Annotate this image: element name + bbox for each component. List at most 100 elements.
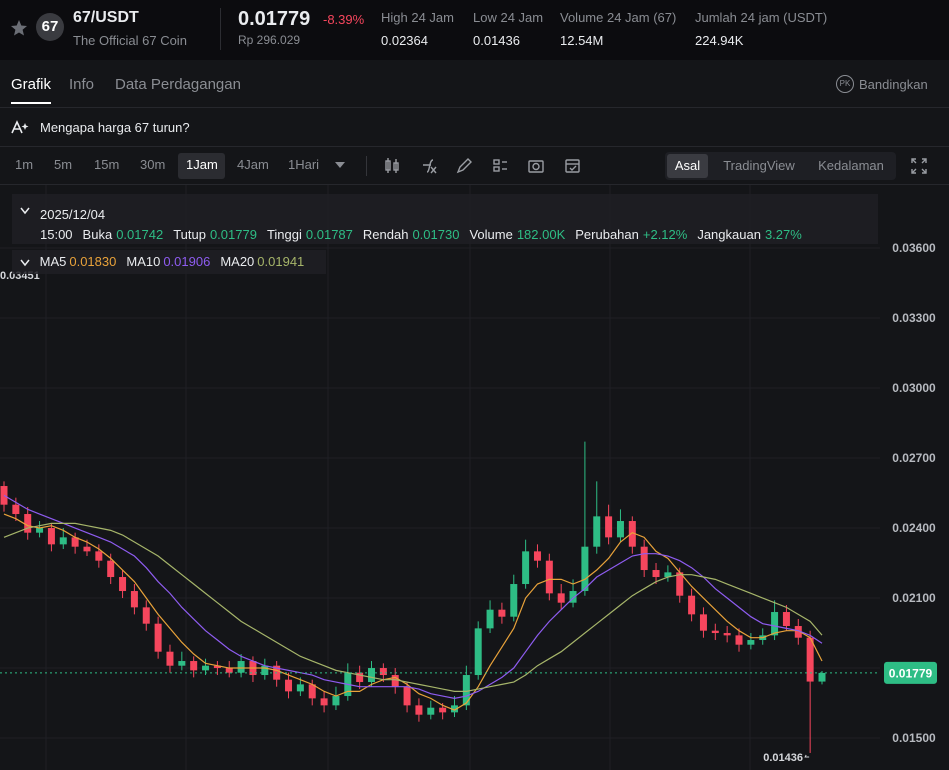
- fullscreen[interactable]: [911, 158, 927, 174]
- interval[interactable]: 15m: [94, 157, 120, 172]
- candle-body: [498, 609, 506, 617]
- ma-value: 0.01906: [163, 254, 211, 269]
- candle-body: [225, 668, 233, 673]
- field-value: +2.12%: [642, 227, 688, 242]
- candle-body: [569, 591, 577, 603]
- candle-body: [142, 607, 150, 624]
- candle-body: [486, 609, 494, 629]
- candle-body: [794, 626, 802, 638]
- interval[interactable]: 1m: [15, 157, 34, 172]
- coin-name: The Official 67 Coin: [73, 33, 187, 48]
- candle-body: [818, 672, 826, 682]
- y-tick-label: 0.03600: [892, 241, 936, 255]
- price-idr: Rp 296.029: [238, 33, 301, 47]
- interval[interactable]: 4Jam: [237, 157, 269, 172]
- candle-body: [439, 707, 447, 713]
- ma-legend: MA5 0.01830 MA10 0.01906 MA20 0.01941: [12, 250, 327, 274]
- field-value: 0.01742: [116, 227, 164, 242]
- interval[interactable]: 30m: [140, 157, 166, 172]
- candle-body: [261, 665, 269, 676]
- ma-name: MA20: [220, 254, 255, 269]
- interval[interactable]: 5m: [54, 157, 73, 172]
- candle-body: [12, 504, 20, 515]
- collapse[interactable]: [20, 259, 30, 267]
- active-interval-bg: [178, 153, 225, 179]
- field-label: Rendah: [362, 227, 409, 242]
- candle-body: [605, 516, 613, 538]
- ma-value: 0.01941: [257, 254, 305, 269]
- candle-body: [107, 560, 115, 578]
- candle-body: [320, 698, 328, 706]
- candle-body: [130, 591, 138, 608]
- view[interactable]: Asal: [674, 158, 701, 173]
- candle-body: [403, 686, 411, 706]
- candle-body: [450, 705, 458, 713]
- view[interactable]: Kedalaman: [818, 158, 884, 173]
- candle-time: 2025/12/04 15:00: [40, 207, 106, 242]
- candle-body: [415, 705, 423, 715]
- ohlc-values: 2025/12/04 15:00 Buka 0.01742 Tutup 0.01779 T…: [40, 205, 860, 245]
- candle-body: [652, 570, 660, 578]
- ma-line: [3, 522, 823, 692]
- ma-line: [3, 494, 823, 699]
- stat-value: 0.02364: [381, 33, 428, 48]
- collapse[interactable]: [20, 207, 30, 215]
- candle-body: [510, 584, 518, 617]
- compare[interactable]: Bandingkan: [859, 77, 928, 92]
- candle-body: [0, 486, 8, 505]
- field-label: Buka: [82, 227, 113, 242]
- coin-logo: 67: [36, 13, 64, 41]
- tool-icons[interactable]: [383, 156, 588, 176]
- interval-dropdown[interactable]: [334, 161, 346, 169]
- ai-icon: [11, 120, 29, 134]
- interval[interactable]: 1Hari: [288, 157, 320, 172]
- candle-body: [332, 696, 340, 706]
- min-marker: 0.01436: [763, 752, 803, 764]
- tabs: Grafik Info Data Perdagangan PK Bandingk…: [0, 62, 949, 108]
- field-value: 0.01730: [412, 227, 460, 242]
- candle-body: [154, 623, 162, 652]
- candle-body: [237, 661, 245, 673]
- y-tick-label: 0.03000: [892, 381, 936, 395]
- candle-body: [83, 546, 91, 552]
- stat-value: 0.01436: [473, 33, 520, 48]
- view[interactable]: TradingView: [723, 158, 795, 173]
- last-price-label: 0.01779: [889, 666, 933, 680]
- candle-body: [747, 640, 755, 645]
- candle-body: [616, 521, 624, 538]
- divider: [220, 8, 221, 50]
- candle-body: [628, 521, 636, 547]
- pair[interactable]: 67/USDT: [73, 9, 139, 26]
- tab[interactable]: Grafik: [11, 76, 52, 93]
- y-tick-label: 0.02400: [892, 521, 936, 535]
- stat-value: 224.94K: [695, 33, 744, 48]
- interval[interactable]: 1Jam: [186, 157, 218, 172]
- candle-body: [391, 675, 399, 687]
- ma-value: 0.01830: [69, 254, 117, 269]
- candle-body: [462, 675, 470, 706]
- question[interactable]: Mengapa harga 67 turun?: [40, 120, 190, 135]
- candle-body: [59, 537, 67, 545]
- candle-body: [593, 516, 601, 547]
- candle-body: [771, 612, 779, 636]
- tab[interactable]: Data Perdagangan: [115, 76, 241, 93]
- stat-label: High 24 Jam: [381, 10, 454, 25]
- candle-body: [285, 679, 293, 692]
- candle-body: [166, 651, 174, 666]
- candle-body: [806, 637, 814, 682]
- ma-name: MA5: [39, 254, 67, 269]
- candle-body: [368, 668, 376, 683]
- candle-body: [213, 665, 221, 669]
- favorite-star[interactable]: [10, 19, 28, 37]
- y-tick-label: 0.02700: [892, 451, 936, 465]
- question-bar[interactable]: Mengapa harga 67 turun?: [0, 108, 949, 147]
- candle-body: [36, 528, 44, 533]
- tab[interactable]: Info: [69, 76, 95, 93]
- candle-body: [379, 668, 387, 676]
- candle-body: [190, 661, 198, 671]
- candle-body: [296, 684, 304, 692]
- candle-body: [735, 635, 743, 645]
- candle-body: [557, 593, 565, 603]
- candle-body: [522, 551, 530, 585]
